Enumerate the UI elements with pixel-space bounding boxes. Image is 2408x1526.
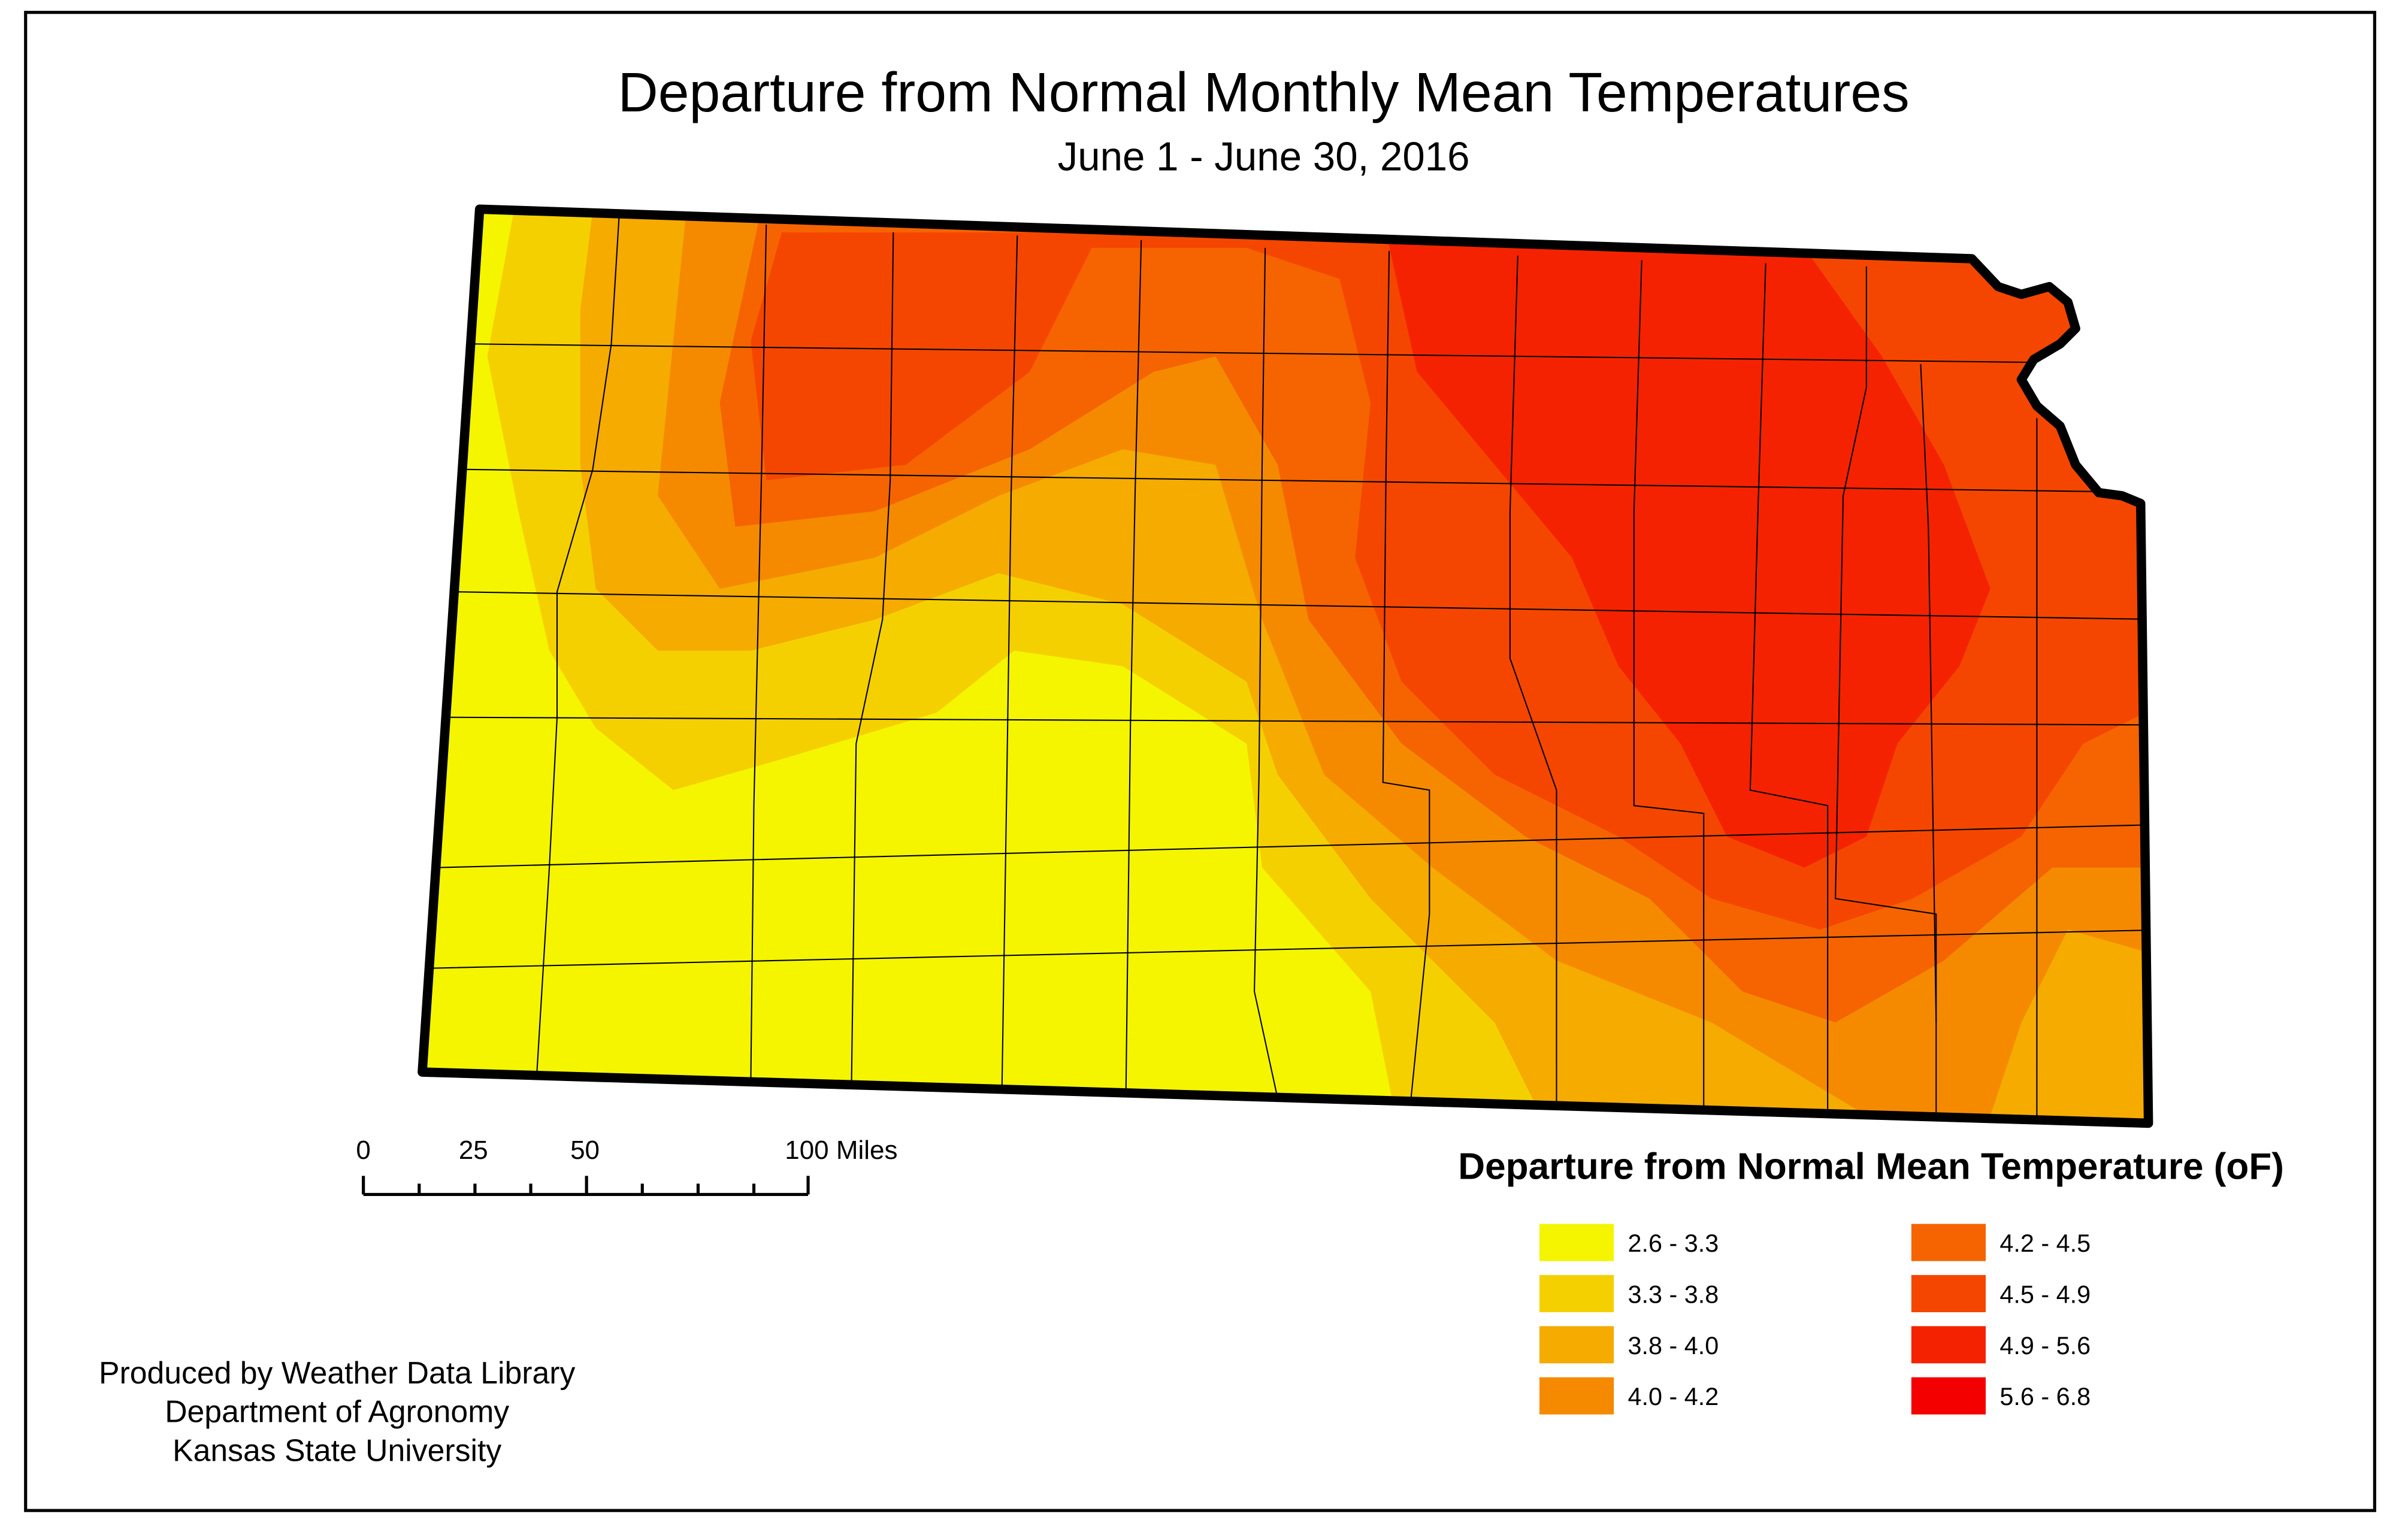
credits: Produced by Weather Data Library Departm…: [99, 1355, 575, 1467]
map-subtitle: June 1 - June 30, 2016: [1058, 135, 1470, 180]
scale-bar: 0 25 50 100 Miles: [356, 1136, 897, 1197]
scale-bar-ticks: [362, 1176, 810, 1197]
legend-label: 4.0 - 4.2: [1627, 1383, 1719, 1410]
kansas-temperature-map: [422, 209, 2149, 1124]
scale-label-0: 0: [356, 1136, 370, 1165]
legend-label: 3.8 - 4.0: [1627, 1332, 1719, 1360]
legend-swatch: [1539, 1274, 1614, 1313]
scale-label-100: 100 Miles: [785, 1136, 897, 1165]
scale-label-50: 50: [570, 1136, 600, 1165]
map-title: Departure from Normal Monthly Mean Tempe…: [618, 61, 1910, 123]
legend-label: 4.2 - 4.5: [1999, 1230, 2091, 1257]
credit-line-1: Produced by Weather Data Library: [99, 1355, 575, 1390]
legend: Departure from Normal Mean Temperature (…: [1458, 1146, 2284, 1415]
legend-swatch: [1539, 1224, 1614, 1261]
legend-swatch: [1539, 1377, 1614, 1415]
credit-line-3: Kansas State University: [173, 1433, 501, 1467]
legend-label: 4.9 - 5.6: [1999, 1332, 2091, 1360]
county-boundaries: [428, 217, 2149, 1124]
legend-label: 3.3 - 3.8: [1627, 1281, 1719, 1309]
legend-swatch: [1911, 1224, 1986, 1261]
legend-swatch: [1539, 1326, 1614, 1364]
legend-label: 2.6 - 3.3: [1627, 1230, 1719, 1257]
legend-label: 4.5 - 4.9: [1999, 1281, 2091, 1309]
legend-swatch: [1911, 1377, 1986, 1415]
scale-label-25: 25: [459, 1136, 488, 1165]
credit-line-2: Department of Agronomy: [165, 1394, 509, 1429]
legend-label: 5.6 - 6.8: [1999, 1383, 2091, 1410]
legend-swatch: [1911, 1326, 1986, 1364]
legend-title: Departure from Normal Mean Temperature (…: [1458, 1146, 2284, 1188]
legend-swatch: [1911, 1274, 1986, 1313]
